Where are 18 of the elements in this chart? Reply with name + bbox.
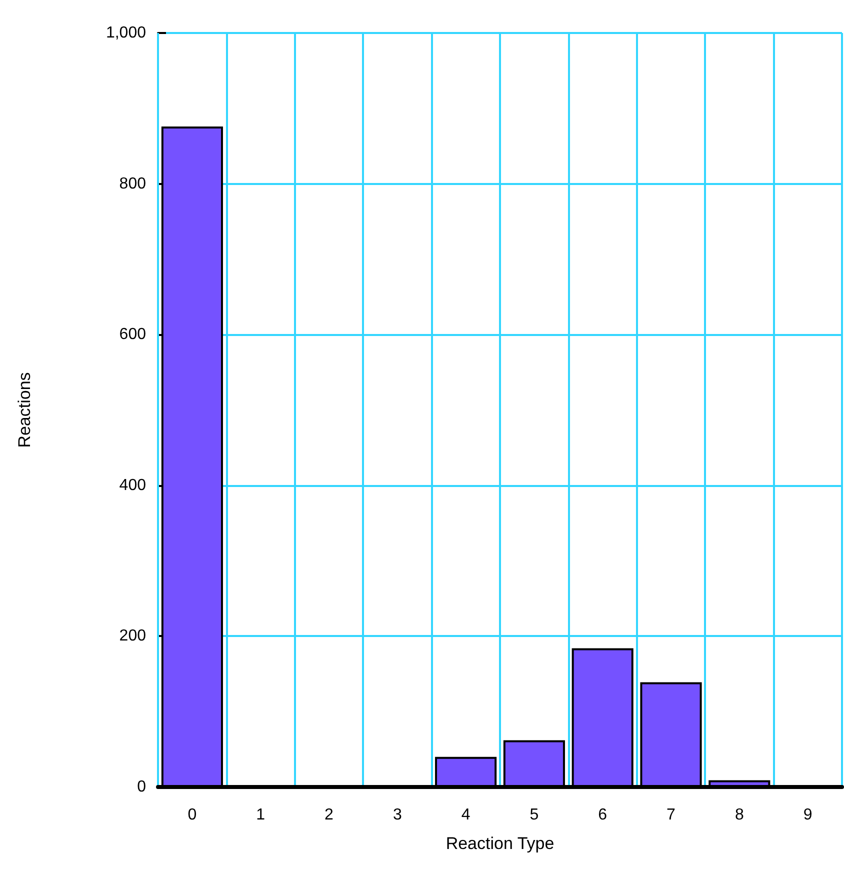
x-tick-label: 9 [803, 806, 812, 824]
y-axis-title: Reactions [15, 372, 34, 448]
x-tick-label: 7 [666, 806, 676, 824]
x-tick-label: 5 [530, 806, 539, 824]
y-tick-label: 0 [137, 778, 146, 796]
x-tick-label: 3 [392, 806, 402, 824]
x-tick-label: 2 [324, 806, 334, 824]
x-tick-label: 0 [188, 806, 197, 824]
y-tick-label: 1,000 [106, 24, 146, 42]
y-tick-label: 800 [119, 175, 146, 192]
x-tick-label: 1 [256, 806, 266, 824]
x-axis-title: Reaction Type [446, 834, 554, 853]
y-tick-label: 200 [119, 628, 146, 645]
x-tick-label: 8 [734, 806, 744, 824]
x-tick-label: 4 [461, 806, 470, 824]
y-tick-label: 600 [119, 326, 146, 344]
y-tick-label: 400 [119, 476, 146, 494]
x-tick-label: 6 [598, 806, 608, 824]
